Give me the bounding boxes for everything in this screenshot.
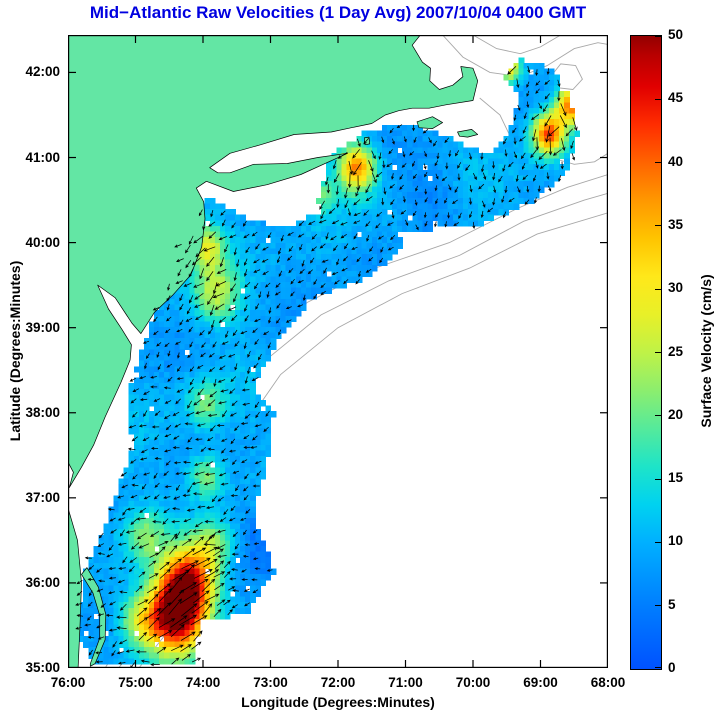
y-tick-label: 36:00 [25, 574, 60, 590]
colorbar-tick-mark [655, 225, 661, 227]
y-tick-label: 35:00 [25, 660, 60, 675]
colorbar-tick-label: 20 [668, 406, 684, 422]
outer-banks-barrier [81, 567, 107, 667]
colorbar-tick-mark [655, 667, 661, 668]
colorbar-tick-mark [655, 162, 661, 164]
colorbar-tick-label: 5 [668, 596, 676, 612]
colorbar-tick-label: 15 [668, 470, 684, 486]
colorbar-tick-label: 10 [668, 533, 684, 549]
colorbar-tick-mark [655, 478, 661, 480]
colorbar-tick-mark [655, 541, 661, 543]
y-tick-label: 42:00 [25, 64, 60, 80]
colorbar-tick-label: 30 [668, 280, 684, 296]
x-tick-label: 72:00 [320, 675, 356, 690]
colorbar-tick-mark [655, 98, 661, 100]
x-tick-label: 73:00 [253, 675, 288, 690]
axis-box [68, 35, 608, 668]
x-tick-label: 68:00 [590, 675, 626, 690]
figure-title: Mid−Atlantic Raw Velocities (1 Day Avg) … [89, 3, 587, 22]
colorbar-gradient [630, 35, 662, 670]
x-tick-label: 74:00 [185, 675, 221, 690]
colorbar-tick-mark [655, 415, 661, 417]
map-plot-area [68, 35, 608, 668]
block-island [363, 136, 371, 146]
colorbar-tick-label: 40 [668, 153, 684, 169]
velocity-vectors [75, 65, 578, 668]
x-tick-label: 70:00 [455, 675, 491, 690]
colorbar-tick-label: 45 [668, 90, 684, 106]
colorbar-tick-label: 50 [668, 27, 684, 42]
colorbar-tick-mark [655, 605, 661, 607]
colorbar-tick-label: 0 [668, 660, 676, 675]
x-axis-label: Longitude (Degrees:Minutes) [241, 694, 435, 710]
colorbar-tick-mark [655, 288, 661, 290]
x-tick-label: 69:00 [523, 675, 558, 690]
colorbar-tick-mark [655, 352, 661, 353]
y-tick-label: 41:00 [25, 149, 60, 165]
y-tick-label: 37:00 [25, 489, 60, 505]
marthas-vineyard [416, 116, 443, 129]
y-tick-label: 38:00 [25, 404, 60, 420]
x-tick-label: 75:00 [118, 675, 153, 690]
nantucket [457, 129, 479, 138]
y-tick-label: 39:00 [25, 319, 60, 335]
y-tick-label: 40:00 [25, 234, 60, 250]
colorbar-tick-mark [655, 36, 661, 37]
mainland-northeast [68, 35, 479, 488]
x-tick-label: 76:00 [50, 675, 86, 690]
colorbar-tick-label: 35 [668, 216, 684, 232]
x-tick-label: 71:00 [388, 675, 423, 690]
colorbar-tick-label: 25 [668, 343, 684, 359]
